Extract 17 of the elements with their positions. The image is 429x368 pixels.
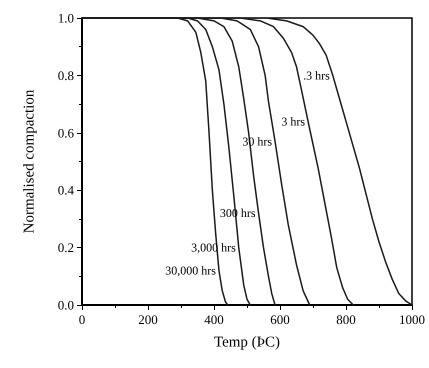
series-label: .3 hrs [303, 68, 330, 82]
x-tick-label: 800 [336, 312, 356, 327]
x-tick-label: 400 [204, 312, 224, 327]
y-tick-label: 0.0 [58, 298, 74, 312]
y-tick-label: 0.8 [58, 68, 74, 83]
x-tick-label: 600 [270, 312, 290, 327]
x-tick-label: 200 [138, 312, 158, 327]
y-tick-label: 1.0 [58, 10, 74, 26]
y-tick-label: 0.4 [58, 182, 74, 198]
series-label: 3 hrs [281, 114, 306, 128]
y-axis-title: Normalised compaction [22, 89, 38, 234]
y-tick-label: 0.2 [58, 240, 74, 256]
x-tick-label: 0 [78, 312, 86, 327]
y-tick-label: 0.6 [58, 125, 74, 140]
x-tick-label: 1000 [399, 312, 425, 327]
x-axis-title: Temp (ÞC) [214, 334, 280, 350]
series-label: 30,000 hrs [165, 264, 216, 278]
